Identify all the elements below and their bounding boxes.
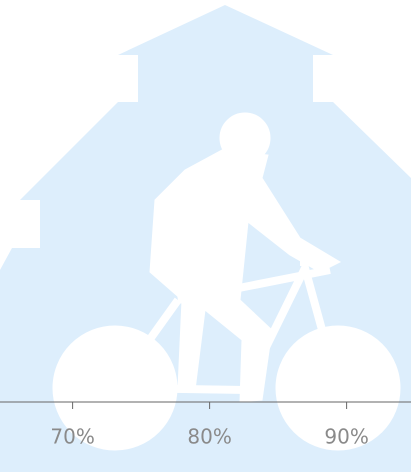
x-tick-label: 80%	[187, 425, 231, 449]
x-tick-label: 70%	[50, 425, 94, 449]
cyclist-silhouette	[52, 112, 401, 451]
x-tick-label: 90%	[324, 425, 368, 449]
